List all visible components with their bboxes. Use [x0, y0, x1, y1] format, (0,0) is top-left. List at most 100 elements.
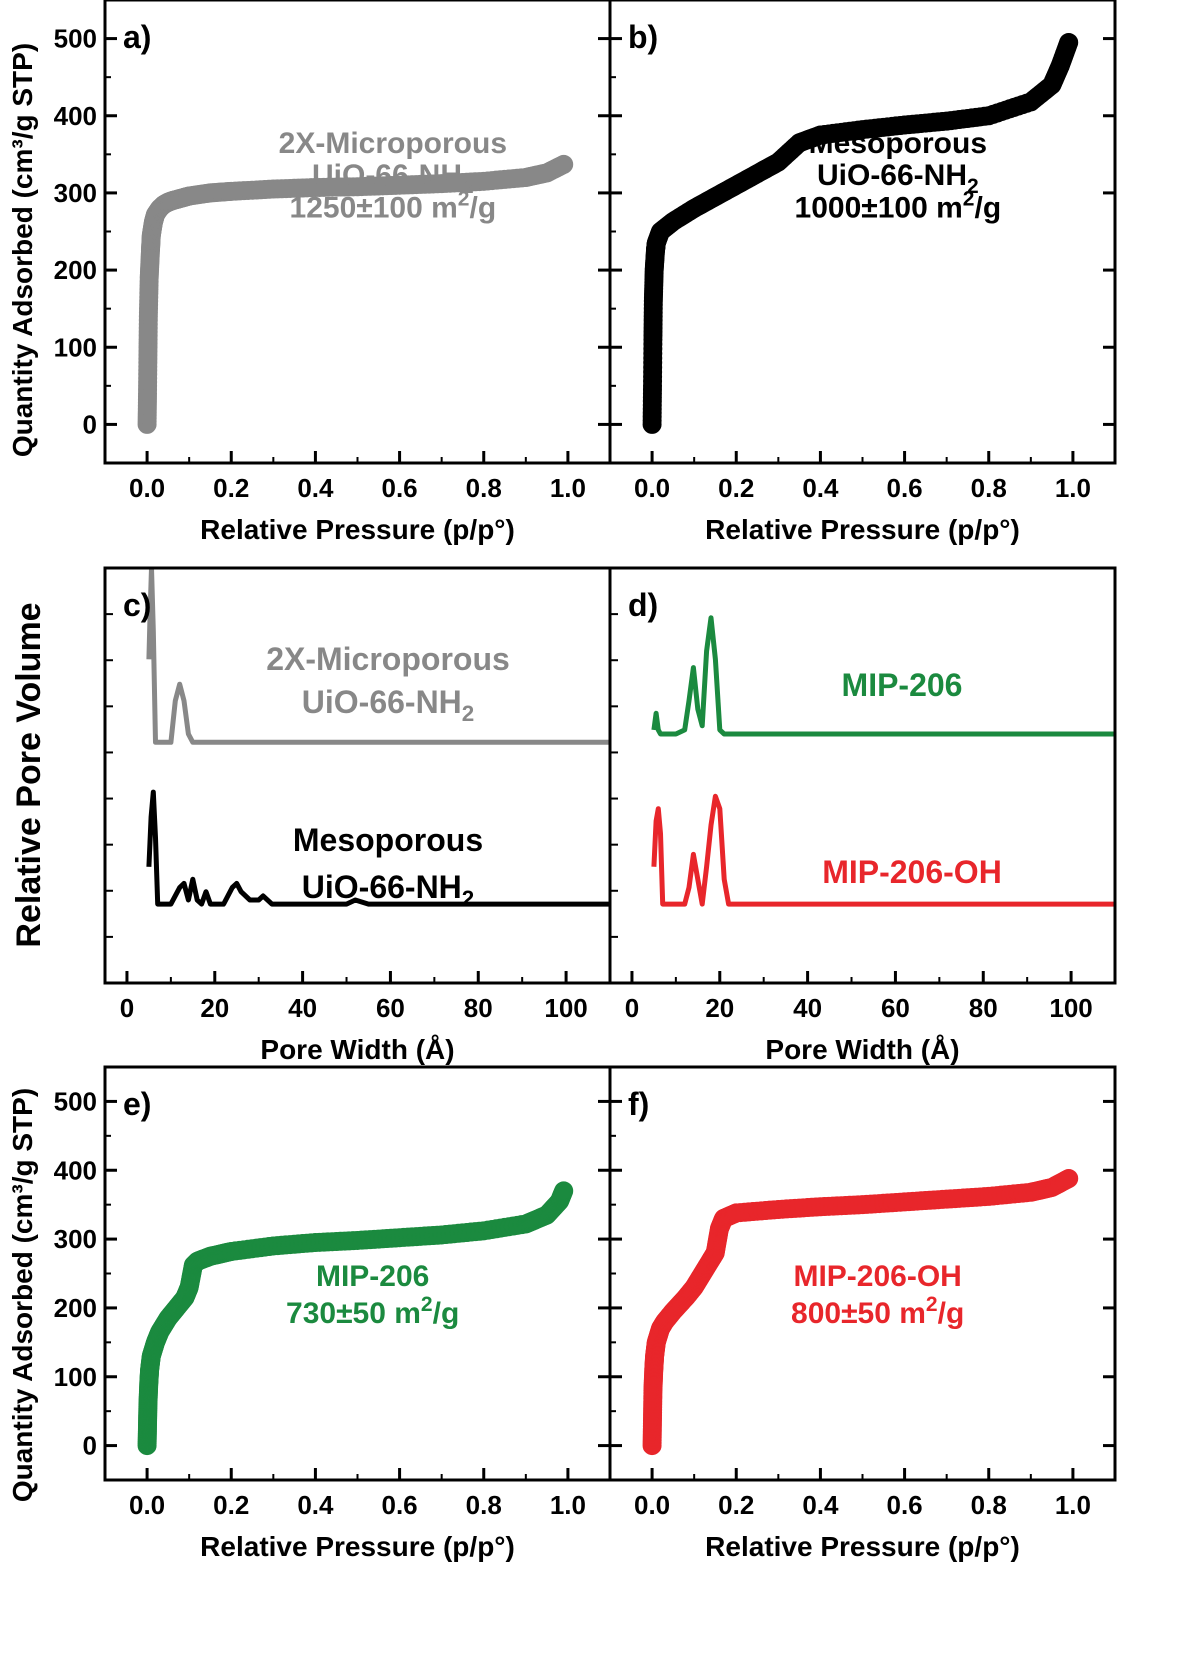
y-axis-label-middle: Relative Pore Volume — [10, 602, 48, 947]
x-tick-label: 40 — [288, 993, 317, 1023]
annotation-text: 2X-Microporous — [279, 127, 507, 160]
x-tick-label: 0.4 — [297, 1490, 334, 1520]
panel-c: 2X-Microporous UiO-66-NH2 Mesoporous UiO-66… — [103, 566, 612, 1065]
panel-label: a) — [123, 19, 151, 55]
y-axis-label-top: Quantity Adsorbed (cm³/g STP) — [7, 43, 38, 457]
annotation-text: UiO-66-NH2 — [302, 684, 474, 726]
plot-area — [137, 154, 574, 434]
x-tick-label: 0.4 — [802, 473, 839, 503]
series-line — [146, 568, 610, 745]
x-tick-label: 0.8 — [971, 473, 1007, 503]
x-tick-label: 1.0 — [1055, 1490, 1091, 1520]
annotation-text: 800±50 m2/g — [791, 1293, 964, 1330]
x-tick-label: 0.2 — [213, 473, 249, 503]
y-tick-label: 200 — [54, 255, 97, 285]
plot-area — [146, 568, 610, 907]
data-point — [1059, 32, 1079, 52]
x-axis-label: Relative Pressure (p/p°) — [200, 514, 515, 545]
plot-frame — [608, 0, 1117, 465]
panel-label: d) — [628, 587, 658, 623]
plot-area — [137, 1181, 574, 1456]
annotation-text: MIP-206-OH — [822, 854, 1002, 890]
x-tick-label: 0.6 — [887, 473, 923, 503]
y-tick-label: 300 — [54, 178, 97, 208]
x-tick-label: 0.8 — [971, 1490, 1007, 1520]
x-tick-label: 0.4 — [297, 473, 334, 503]
x-tick-label: 0.6 — [382, 473, 418, 503]
annotation-text: MIP-206 — [842, 667, 963, 703]
x-tick-label: 0.8 — [466, 473, 502, 503]
x-tick-label: 100 — [1049, 993, 1092, 1023]
annotation-text: Mesoporous — [293, 822, 483, 858]
x-tick-label: 1.0 — [550, 1490, 586, 1520]
annotation-text: MIP-206 — [316, 1260, 429, 1293]
x-tick-label: 0.2 — [718, 473, 754, 503]
x-tick-label: 0.8 — [466, 1490, 502, 1520]
plot-area — [642, 1169, 1079, 1456]
x-tick-label: 0 — [625, 993, 639, 1023]
y-tick-label: 0 — [83, 1431, 97, 1461]
y-tick-label: 500 — [54, 24, 97, 54]
y-axis-label-bottom: Quantity Adsorbed (cm³/g STP) — [7, 1088, 38, 1502]
y-tick-label: 300 — [54, 1224, 97, 1254]
x-axis-label: Relative Pressure (p/p°) — [705, 514, 1020, 545]
panel-d: MIP-206 MIP-206-OH 0 20 40 60 80 100 Pore Width … — [608, 566, 1117, 1065]
x-tick-label: 0.2 — [718, 1490, 754, 1520]
data-point — [554, 1181, 574, 1201]
plot-frame — [608, 566, 1117, 985]
annotation-text: Mesoporous — [809, 127, 987, 160]
annotation-text: 1000±100 m2/g — [795, 188, 1002, 225]
x-tick-label: 0.6 — [887, 1490, 923, 1520]
y-tick-label: 100 — [54, 1362, 97, 1392]
series-line — [651, 615, 1115, 737]
x-tick-label: 1.0 — [1055, 473, 1091, 503]
series-line — [146, 789, 610, 907]
y-tick-label: 100 — [54, 332, 97, 362]
annotation-text: MIP-206-OH — [793, 1260, 961, 1293]
x-tick-label: 60 — [881, 993, 910, 1023]
x-tick-label: 60 — [376, 993, 405, 1023]
annotation-text: 2X-Microporous — [266, 641, 510, 677]
x-axis-label: Pore Width (Å) — [260, 1034, 454, 1065]
x-axis-label: Pore Width (Å) — [765, 1034, 959, 1065]
x-tick-label: 0.0 — [634, 473, 670, 503]
panel-label: f) — [628, 1086, 649, 1122]
annotation-text: UiO-66-NH2 — [817, 159, 979, 198]
annotation-text: 1250±100 m2/g — [290, 188, 497, 225]
x-tick-label: 0.4 — [802, 1490, 839, 1520]
data-point — [1059, 1169, 1079, 1189]
x-tick-label: 100 — [544, 993, 587, 1023]
x-tick-label: 0 — [120, 993, 134, 1023]
annotation-text: 730±50 m2/g — [286, 1293, 459, 1330]
x-tick-label: 0.2 — [213, 1490, 249, 1520]
x-axis-label: Relative Pressure (p/p°) — [200, 1531, 515, 1562]
x-tick-label: 0.0 — [129, 1490, 165, 1520]
plot-frame — [103, 566, 612, 985]
x-tick-label: 0.0 — [634, 1490, 670, 1520]
y-tick-label: 400 — [54, 1155, 97, 1185]
annotation-text: UiO-66-NH2 — [302, 869, 474, 911]
annotation-text: UiO-66-NH2 — [312, 159, 474, 198]
x-tick-label: 1.0 — [550, 473, 586, 503]
panel-label: e) — [123, 1086, 151, 1122]
panel-label: b) — [628, 19, 658, 55]
x-tick-label: 80 — [464, 993, 493, 1023]
data-point — [554, 154, 574, 174]
series-line — [651, 793, 1115, 907]
x-tick-label: 0.0 — [129, 473, 165, 503]
x-tick-label: 20 — [705, 993, 734, 1023]
plot-frame — [103, 0, 612, 465]
x-tick-label: 20 — [200, 993, 229, 1023]
panel-label: c) — [123, 587, 151, 623]
x-tick-label: 80 — [969, 993, 998, 1023]
plot-area — [642, 32, 1079, 434]
y-tick-label: 400 — [54, 101, 97, 131]
plot-area — [651, 615, 1115, 907]
y-tick-label: 0 — [83, 409, 97, 439]
x-tick-label: 0.6 — [382, 1490, 418, 1520]
